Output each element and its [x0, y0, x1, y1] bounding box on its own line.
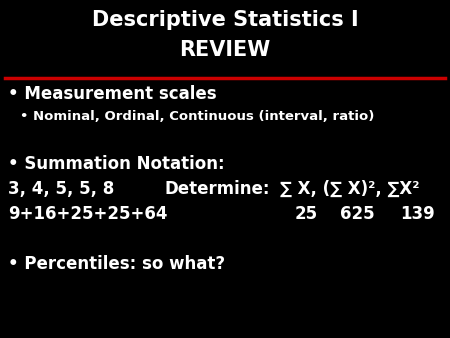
Text: • Measurement scales: • Measurement scales: [8, 85, 216, 103]
Text: Descriptive Statistics I: Descriptive Statistics I: [92, 10, 358, 30]
Text: 139: 139: [400, 205, 435, 223]
Text: • Summation Notation:: • Summation Notation:: [8, 155, 225, 173]
Text: 9+16+25+25+64: 9+16+25+25+64: [8, 205, 167, 223]
Text: 25: 25: [295, 205, 318, 223]
Text: • Percentiles: so what?: • Percentiles: so what?: [8, 255, 225, 273]
Text: ∑ X, (∑ X)², ∑X²: ∑ X, (∑ X)², ∑X²: [280, 180, 419, 198]
Text: Determine:: Determine:: [165, 180, 270, 198]
Text: REVIEW: REVIEW: [180, 40, 270, 60]
Text: • Nominal, Ordinal, Continuous (interval, ratio): • Nominal, Ordinal, Continuous (interval…: [20, 110, 374, 123]
Text: 625: 625: [340, 205, 374, 223]
Text: 3, 4, 5, 5, 8: 3, 4, 5, 5, 8: [8, 180, 114, 198]
